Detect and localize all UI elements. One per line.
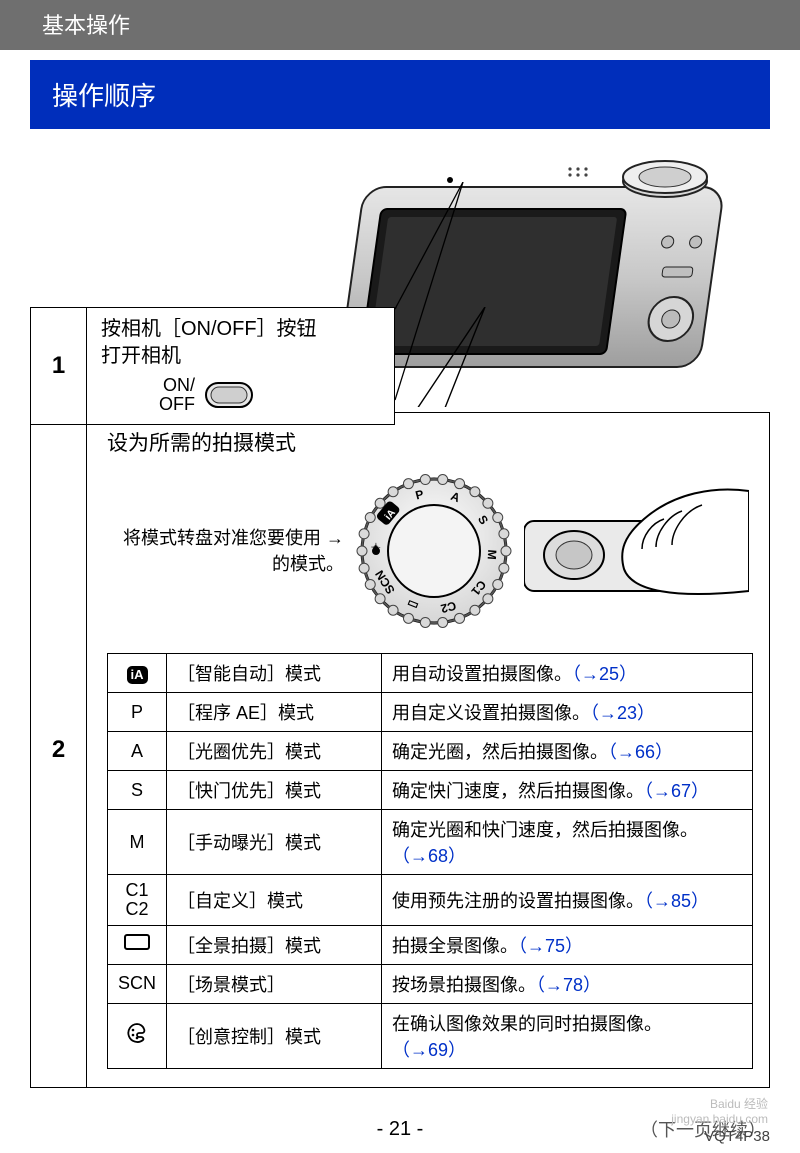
mode-table: iA［智能自动］模式用自动设置拍摄图像。（→25）P［程序 AE］模式用自定义设…	[107, 653, 753, 1069]
mode-icon-cell: A	[108, 732, 167, 771]
callout-lines	[395, 182, 555, 412]
mode-name-cell: ［创意控制］模式	[167, 1003, 382, 1068]
step-2-number: 2	[31, 413, 87, 1087]
mode-table-row: iA［智能自动］模式用自动设置拍摄图像。（→25）	[108, 654, 753, 693]
mode-desc-cell: 按场景拍摄图像。（→78）	[382, 964, 753, 1003]
page-ref-link[interactable]: （→25）	[572, 664, 637, 684]
mode-name-cell: ［自定义］模式	[167, 875, 382, 926]
mode-name-cell: ［快门优先］模式	[167, 771, 382, 810]
mode-desc-cell: 确定光圈和快门速度，然后拍摄图像。（→68）	[382, 810, 753, 875]
mode-dial-icon: iAPASMC1C2▭SCN✦	[354, 471, 514, 631]
page-ref-link[interactable]: （→66）	[608, 742, 673, 762]
mode-desc-cell: 用自动设置拍摄图像。（→25）	[382, 654, 753, 693]
chapter-header: 基本操作	[0, 0, 800, 50]
mode-dial-row: 将模式转盘对准您要使用 → 的模式。	[107, 471, 753, 631]
mode-desc-cell: 拍摄全景图像。（→75）	[382, 925, 753, 964]
mode-desc-cell: 用自定义设置拍摄图像。（→23）	[382, 693, 753, 732]
mode-desc-cell: 确定光圈，然后拍摄图像。（→66）	[382, 732, 753, 771]
step-1-row: 1 按相机［ON/OFF］按钮 打开相机 ON/ OFF	[30, 137, 770, 402]
mode-table-row: ［全景拍摄］模式拍摄全景图像。（→75）	[108, 925, 753, 964]
onoff-label2: OFF	[159, 395, 195, 414]
step1-line1: 按相机［ON/OFF］按钮	[101, 316, 382, 343]
mode-icon-cell	[108, 925, 167, 964]
mode-table-row: P［程序 AE］模式用自定义设置拍摄图像。（→23）	[108, 693, 753, 732]
step-2-title: 设为所需的拍摄模式	[107, 427, 753, 457]
mode-name-cell: ［手动曝光］模式	[167, 810, 382, 875]
mode-desc-cell: 在确认图像效果的同时拍摄图像。（→69）	[382, 1003, 753, 1068]
dial-hint-l2: 的模式。	[123, 551, 344, 577]
mode-icon-cell	[108, 1003, 167, 1068]
page-ref-link[interactable]: （→68）	[392, 846, 466, 866]
step-2-box: 2 设为所需的拍摄模式 将模式转盘对准您要使用 → 的模式。	[30, 412, 770, 1088]
watermark: Baidu 经验 jingyan.baidu.com	[671, 1097, 768, 1127]
mode-name-cell: ［光圈优先］模式	[167, 732, 382, 771]
page-ref-link[interactable]: （→78）	[536, 975, 601, 995]
step1-line2: 打开相机	[101, 343, 382, 370]
watermark-l2: jingyan.baidu.com	[671, 1112, 768, 1127]
page-ref-link[interactable]: （→23）	[590, 703, 655, 723]
hand-illustration	[524, 481, 749, 621]
mode-icon-cell: P	[108, 693, 167, 732]
mode-table-row: C1C2［自定义］模式使用预先注册的设置拍摄图像。（→85）	[108, 875, 753, 926]
page-number: - 21 -	[377, 1118, 424, 1140]
svg-text:M: M	[485, 549, 500, 560]
section-title: 操作顺序	[30, 60, 770, 129]
mode-table-row: A［光圈优先］模式确定光圈，然后拍摄图像。（→66）	[108, 732, 753, 771]
mode-icon-cell: M	[108, 810, 167, 875]
mode-name-cell: ［智能自动］模式	[167, 654, 382, 693]
page-ref-link[interactable]: （→75）	[518, 936, 583, 956]
mode-icon-cell: S	[108, 771, 167, 810]
mode-name-cell: ［场景模式］	[167, 964, 382, 1003]
mode-icon-cell: iA	[108, 654, 167, 693]
step-1-number: 1	[31, 308, 87, 424]
step-1-body: 按相机［ON/OFF］按钮 打开相机 ON/ OFF	[87, 308, 394, 424]
step-1-box: 1 按相机［ON/OFF］按钮 打开相机 ON/ OFF	[30, 307, 395, 425]
svg-text:✦: ✦	[369, 542, 384, 553]
dial-hint: 将模式转盘对准您要使用 → 的模式。	[123, 525, 344, 577]
page-ref-link[interactable]: （→85）	[644, 891, 709, 911]
onoff-label1: ON/	[159, 376, 195, 395]
power-button-icon	[205, 382, 253, 408]
page-footer: （下一页继续） - 21 - Baidu 经验 jingyan.baidu.co…	[0, 1088, 800, 1153]
mode-desc-cell: 确定快门速度，然后拍摄图像。（→67）	[382, 771, 753, 810]
mode-table-row: S［快门优先］模式确定快门速度，然后拍摄图像。（→67）	[108, 771, 753, 810]
mode-table-row: SCN［场景模式］按场景拍摄图像。（→78）	[108, 964, 753, 1003]
page-ref-link[interactable]: （→67）	[644, 781, 709, 801]
dial-hint-l1: 将模式转盘对准您要使用 →	[123, 525, 344, 551]
mode-icon-cell: SCN	[108, 964, 167, 1003]
mode-table-row: M［手动曝光］模式确定光圈和快门速度，然后拍摄图像。（→68）	[108, 810, 753, 875]
mode-name-cell: ［程序 AE］模式	[167, 693, 382, 732]
mode-icon-cell: C1C2	[108, 875, 167, 926]
mode-name-cell: ［全景拍摄］模式	[167, 925, 382, 964]
page-ref-link[interactable]: （→69）	[392, 1040, 466, 1060]
mode-desc-cell: 使用预先注册的设置拍摄图像。（→85）	[382, 875, 753, 926]
mode-table-row: ［创意控制］模式在确认图像效果的同时拍摄图像。（→69）	[108, 1003, 753, 1068]
watermark-l1: Baidu 经验	[671, 1097, 768, 1112]
doc-code: VQT4P38	[704, 1128, 770, 1145]
